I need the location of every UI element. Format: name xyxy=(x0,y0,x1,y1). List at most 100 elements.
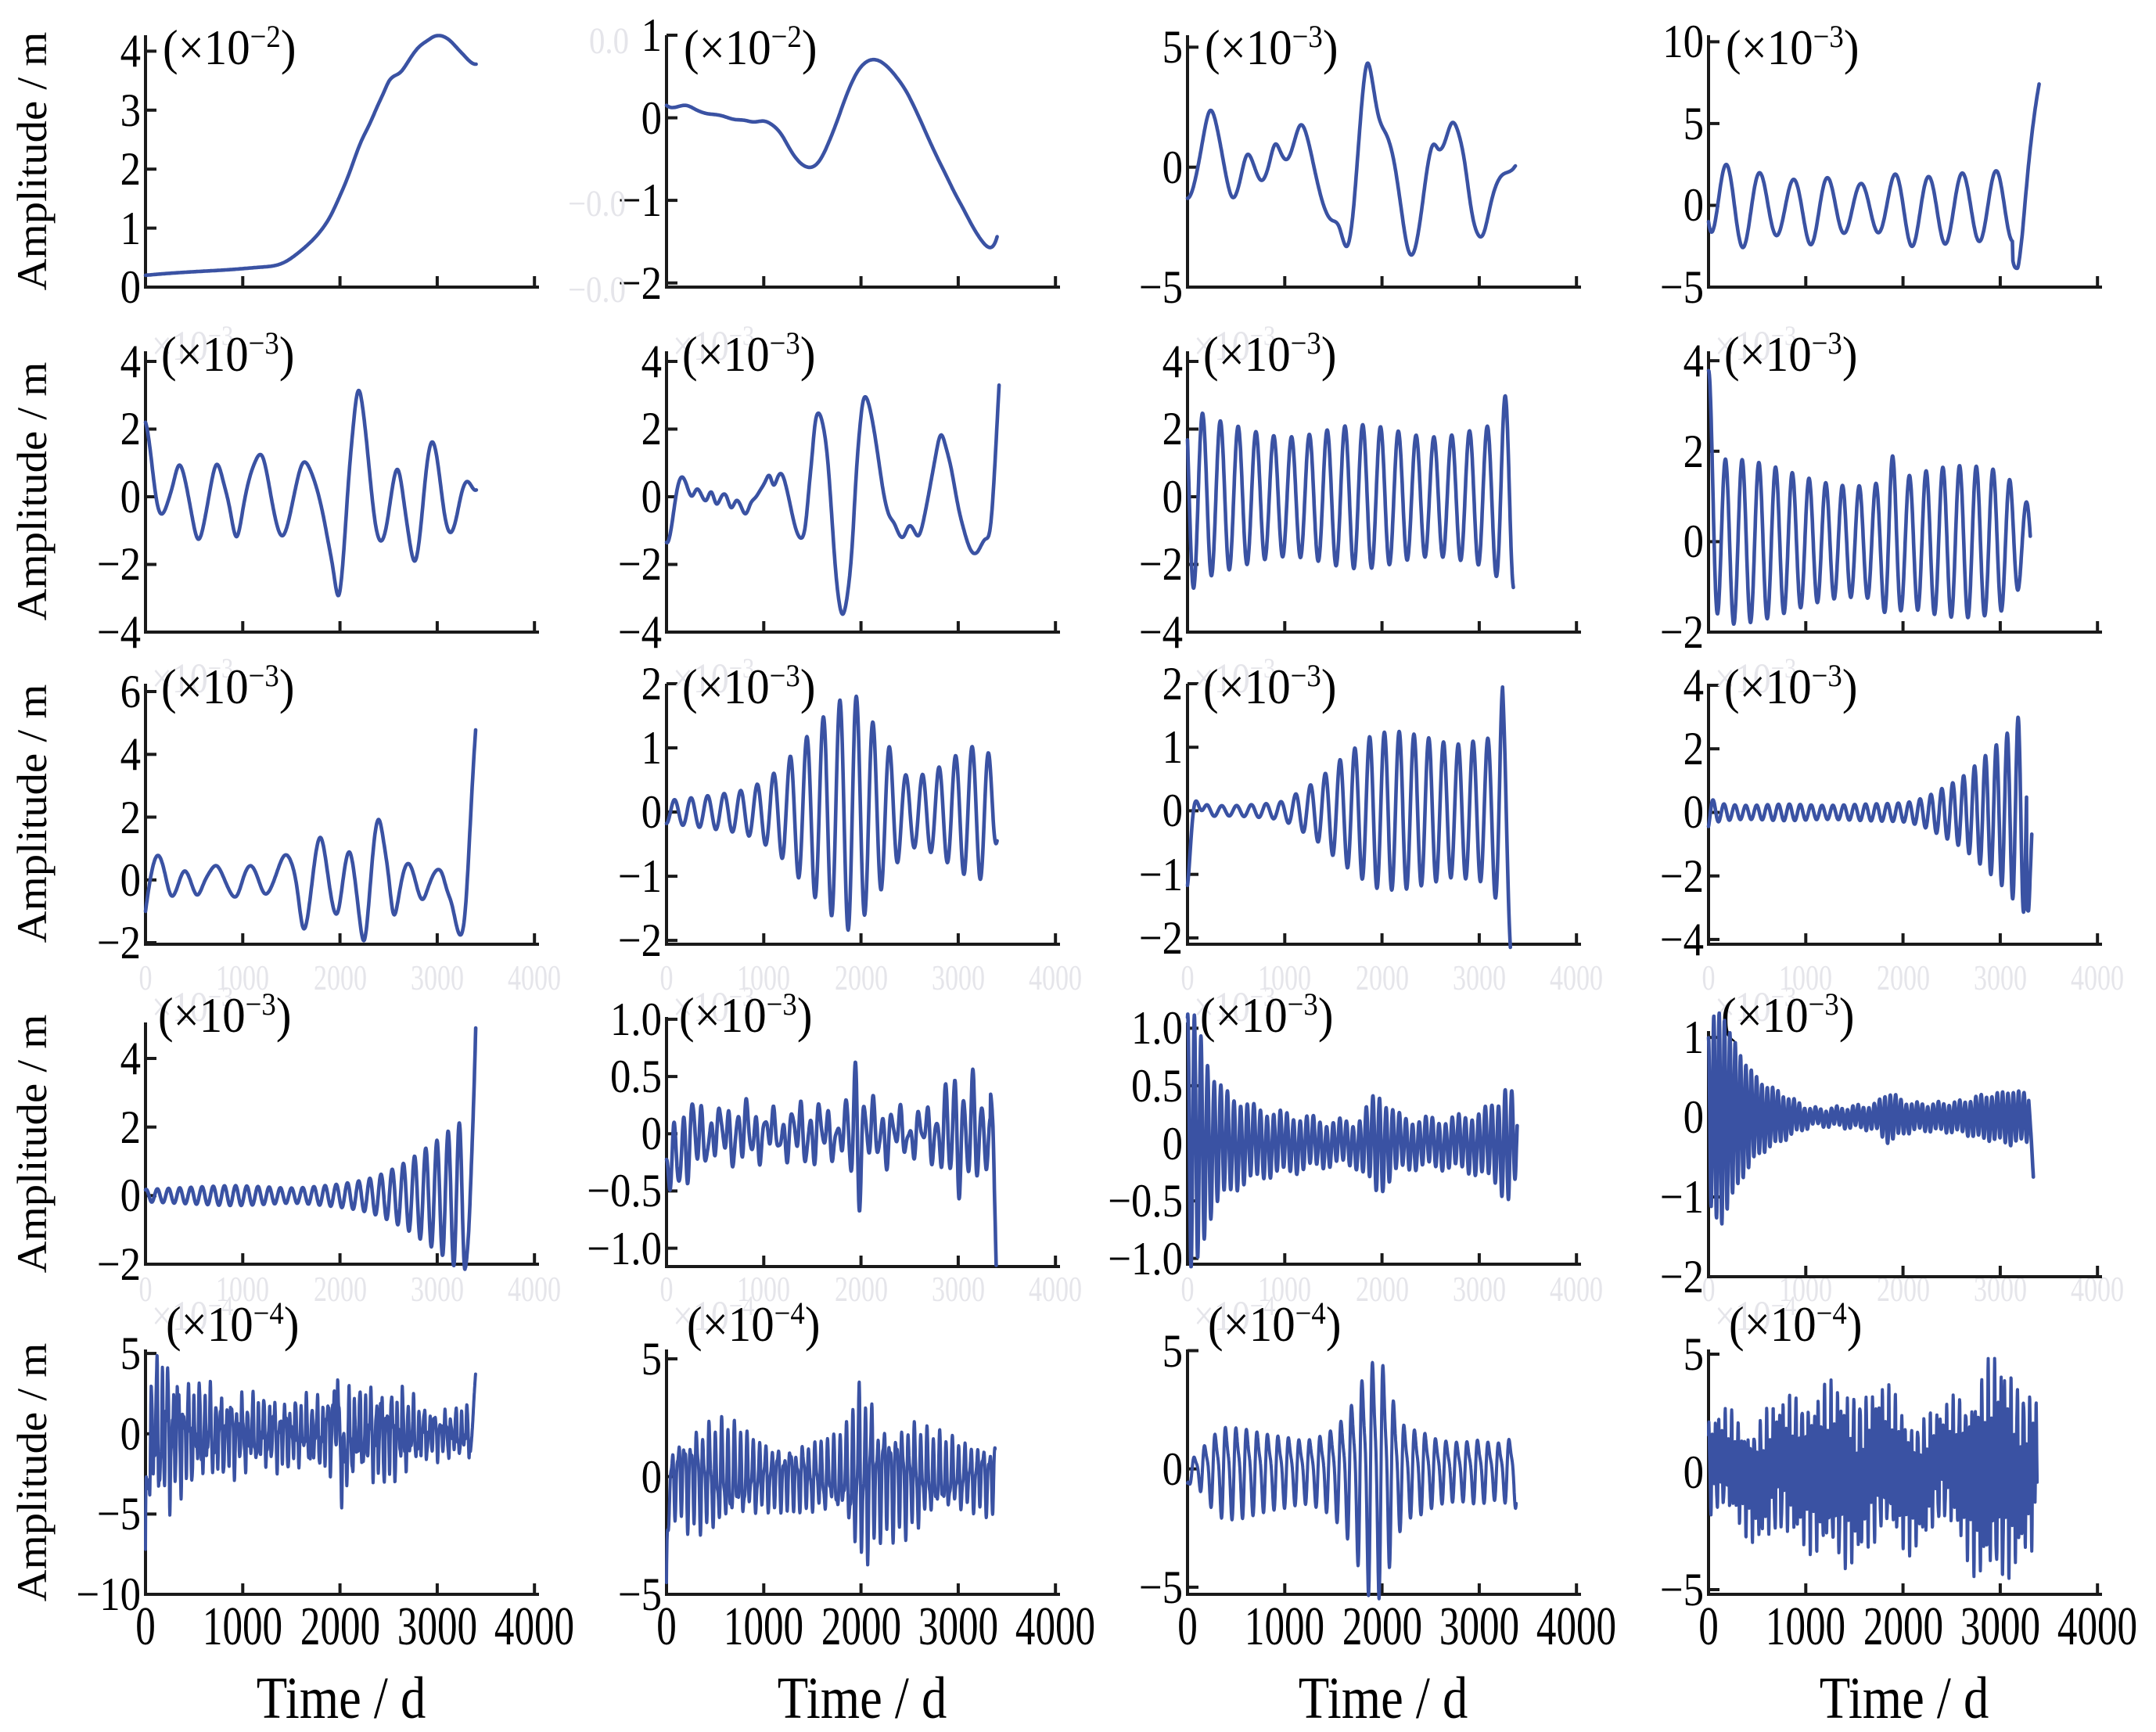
svg-text:−2: −2 xyxy=(97,918,141,969)
svg-text:5: 5 xyxy=(1162,1326,1183,1378)
svg-text:1.0: 1.0 xyxy=(610,994,662,1046)
svg-text:−5: −5 xyxy=(1139,262,1183,314)
svg-text:×10−3: ×10−3 xyxy=(1194,321,1275,369)
svg-text:2: 2 xyxy=(641,404,662,455)
svg-text:−0.5: −0.5 xyxy=(1108,1176,1183,1227)
svg-text:2000: 2000 xyxy=(314,1269,367,1309)
svg-text:−2: −2 xyxy=(1660,607,1704,659)
svg-text:1.0: 1.0 xyxy=(1131,1003,1183,1055)
svg-text:1: 1 xyxy=(1683,1012,1704,1064)
svg-text:Amplitude / m: Amplitude / m xyxy=(9,362,55,621)
svg-text:0: 0 xyxy=(138,1269,152,1309)
svg-text:1000: 1000 xyxy=(1258,958,1311,997)
svg-text:−1: −1 xyxy=(1660,1172,1704,1224)
svg-text:−5: −5 xyxy=(618,1569,662,1621)
svg-text:2000: 2000 xyxy=(835,958,888,997)
svg-text:(×10−3): (×10−3) xyxy=(158,988,291,1044)
svg-text:(×10−4): (×10−4) xyxy=(1208,1297,1341,1353)
svg-text:4000: 4000 xyxy=(1015,1596,1095,1657)
svg-text:Amplitude / m: Amplitude / m xyxy=(9,32,55,291)
svg-text:−1.0: −1.0 xyxy=(1108,1234,1183,1285)
svg-text:−2: −2 xyxy=(618,258,662,310)
svg-text:(×10−3): (×10−3) xyxy=(1203,327,1336,383)
svg-text:1000: 1000 xyxy=(216,958,269,997)
svg-text:×10−3: ×10−3 xyxy=(1715,982,1796,1030)
svg-text:4000: 4000 xyxy=(1029,1269,1082,1309)
svg-text:0: 0 xyxy=(120,472,141,523)
svg-text:−2: −2 xyxy=(1660,851,1704,903)
svg-text:−5: −5 xyxy=(97,1489,141,1540)
svg-text:(×10−3): (×10−3) xyxy=(161,659,294,715)
svg-text:0: 0 xyxy=(1177,1596,1198,1657)
svg-text:−4: −4 xyxy=(97,607,141,659)
svg-text:0: 0 xyxy=(641,93,662,145)
svg-text:0: 0 xyxy=(1162,472,1183,523)
svg-text:3000: 3000 xyxy=(411,1269,464,1309)
svg-text:5: 5 xyxy=(1683,1329,1704,1381)
svg-text:3000: 3000 xyxy=(1439,1596,1519,1657)
svg-text:Amplitude / m: Amplitude / m xyxy=(9,1343,55,1602)
svg-text:−2: −2 xyxy=(1139,913,1183,965)
svg-text:2000: 2000 xyxy=(300,1596,380,1657)
svg-text:2000: 2000 xyxy=(314,958,367,997)
svg-text:5: 5 xyxy=(1162,22,1183,74)
svg-text:2: 2 xyxy=(1162,404,1183,455)
svg-text:1000: 1000 xyxy=(1766,1596,1845,1657)
svg-text:3000: 3000 xyxy=(1974,958,2027,997)
svg-text:0: 0 xyxy=(1683,516,1704,568)
svg-text:3000: 3000 xyxy=(1960,1596,2040,1657)
svg-text:0: 0 xyxy=(120,855,141,907)
svg-text:−1: −1 xyxy=(618,175,662,227)
svg-text:4000: 4000 xyxy=(1536,1596,1616,1657)
svg-text:1000: 1000 xyxy=(737,958,790,997)
svg-text:2: 2 xyxy=(120,144,141,196)
svg-text:0: 0 xyxy=(1162,1119,1183,1170)
svg-text:0: 0 xyxy=(659,1269,673,1309)
svg-text:2: 2 xyxy=(641,659,662,710)
svg-text:−2: −2 xyxy=(1139,539,1183,591)
svg-text:2000: 2000 xyxy=(1863,1596,1943,1657)
svg-text:0: 0 xyxy=(641,1452,662,1504)
svg-text:1000: 1000 xyxy=(737,1269,790,1309)
svg-text:4: 4 xyxy=(120,729,141,781)
svg-text:1000: 1000 xyxy=(724,1596,803,1657)
svg-text:3000: 3000 xyxy=(932,1269,985,1309)
svg-text:2000: 2000 xyxy=(1356,1269,1409,1309)
svg-text:4: 4 xyxy=(120,26,141,77)
svg-text:Time / d: Time / d xyxy=(1299,1666,1468,1728)
svg-text:3: 3 xyxy=(120,85,141,137)
svg-text:0: 0 xyxy=(120,262,141,314)
svg-text:1000: 1000 xyxy=(1779,958,1832,997)
svg-text:6: 6 xyxy=(120,667,141,718)
svg-text:−4: −4 xyxy=(1139,607,1183,659)
svg-text:1000: 1000 xyxy=(1245,1596,1324,1657)
svg-text:0: 0 xyxy=(641,1109,662,1160)
svg-text:2000: 2000 xyxy=(1342,1596,1422,1657)
svg-text:0: 0 xyxy=(1683,180,1704,232)
svg-text:0: 0 xyxy=(1701,958,1715,997)
svg-text:0.5: 0.5 xyxy=(1131,1061,1183,1112)
svg-text:2000: 2000 xyxy=(1356,958,1409,997)
svg-text:4000: 4000 xyxy=(494,1596,574,1657)
svg-text:×10−3: ×10−3 xyxy=(1715,321,1796,369)
svg-text:Amplitude / m: Amplitude / m xyxy=(9,1015,55,1274)
svg-text:4000: 4000 xyxy=(508,1269,561,1309)
svg-text:5: 5 xyxy=(1683,99,1704,150)
svg-text:4000: 4000 xyxy=(1550,958,1603,997)
svg-text:−1: −1 xyxy=(618,851,662,903)
svg-text:2: 2 xyxy=(120,1102,141,1154)
svg-text:3000: 3000 xyxy=(397,1596,477,1657)
svg-text:10: 10 xyxy=(1662,16,1704,68)
svg-text:−0.0: −0.0 xyxy=(568,268,626,311)
svg-text:2000: 2000 xyxy=(1877,958,1930,997)
svg-text:0: 0 xyxy=(138,958,152,997)
svg-text:Time / d: Time / d xyxy=(778,1666,947,1728)
svg-text:1000: 1000 xyxy=(216,1269,269,1309)
svg-text:1: 1 xyxy=(641,10,662,62)
svg-text:4000: 4000 xyxy=(2057,1596,2137,1657)
svg-text:0: 0 xyxy=(120,1409,141,1461)
svg-text:2000: 2000 xyxy=(835,1269,888,1309)
svg-text:−2: −2 xyxy=(97,1239,141,1291)
svg-text:0: 0 xyxy=(120,1170,141,1222)
svg-text:4000: 4000 xyxy=(1550,1269,1603,1309)
